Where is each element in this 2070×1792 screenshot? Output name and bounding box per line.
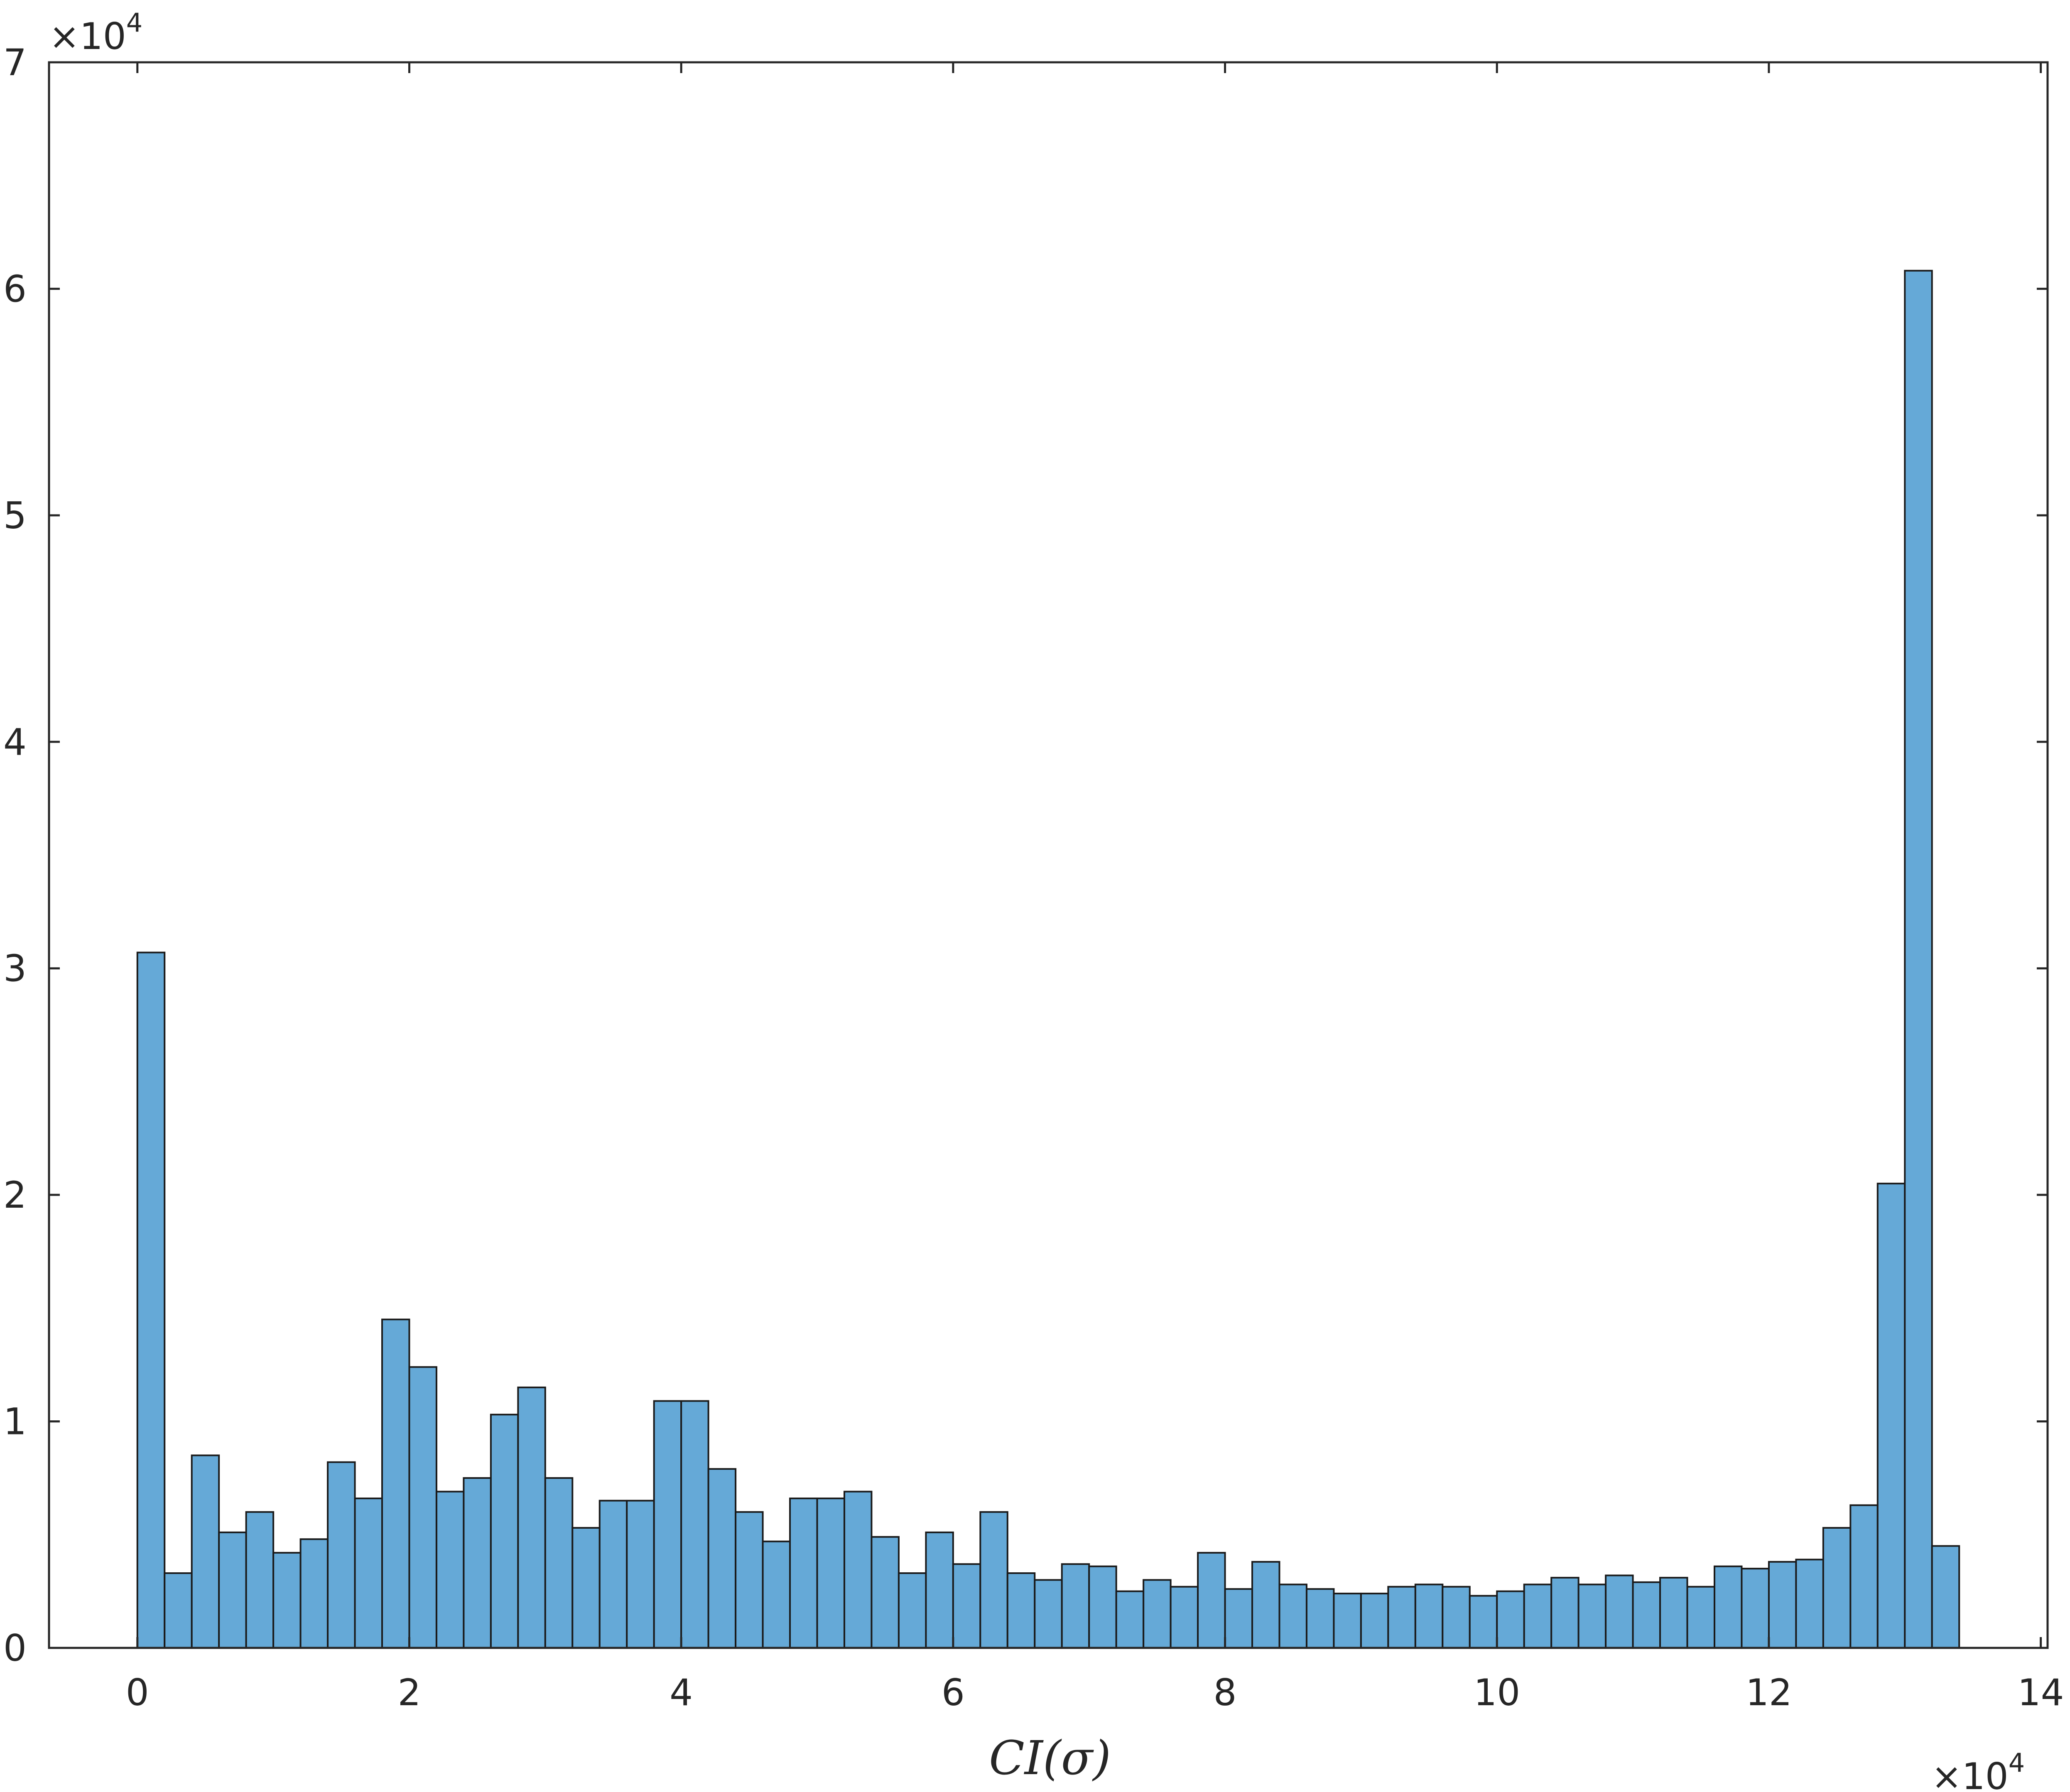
histogram-bar: [871, 1536, 900, 1649]
histogram-bar: [1849, 1504, 1879, 1649]
histogram-bar: [843, 1490, 873, 1649]
x-axis-multiplier: ×104: [1931, 1748, 2025, 1792]
histogram-bar: [517, 1386, 546, 1649]
histogram-bar: [1387, 1586, 1416, 1649]
y-tick-label: 2: [3, 1174, 27, 1216]
histogram-bar: [381, 1319, 410, 1649]
histogram-bar: [1904, 270, 1933, 1649]
histogram-bar: [299, 1538, 329, 1649]
plot-area-frame: [48, 61, 2049, 1649]
histogram-bar: [1442, 1586, 1471, 1649]
x-tick-label: 6: [942, 1671, 965, 1714]
x-tick-label: 4: [670, 1671, 693, 1714]
histogram-bar: [653, 1400, 682, 1649]
histogram-bar: [327, 1461, 356, 1649]
histogram-bar: [626, 1500, 655, 1649]
histogram-bar: [1061, 1563, 1090, 1649]
histogram-bar: [136, 951, 166, 1649]
histogram-bar: [816, 1498, 845, 1649]
histogram-bar: [1876, 1182, 1906, 1649]
histogram-bar: [1115, 1590, 1145, 1649]
histogram-bar: [979, 1511, 1008, 1649]
histogram-bar: [1550, 1576, 1579, 1649]
histogram-bar: [762, 1540, 791, 1649]
histogram-bar: [1360, 1593, 1389, 1649]
histogram-bar: [435, 1490, 465, 1649]
histogram-bar: [354, 1498, 383, 1649]
histogram-bar: [1577, 1584, 1607, 1649]
x-axis-label: CI(σ): [989, 1731, 1111, 1785]
histogram-bar: [598, 1500, 628, 1649]
histogram-bar: [544, 1477, 574, 1649]
histogram-bar: [164, 1572, 193, 1649]
histogram-bar: [1197, 1552, 1226, 1649]
histogram-bar: [925, 1531, 954, 1649]
histogram-bar: [408, 1366, 437, 1649]
y-axis-multiplier: ×104: [49, 7, 142, 58]
y-tick-label: 0: [3, 1627, 27, 1669]
histogram-bar: [1714, 1565, 1743, 1649]
histogram-bar: [1224, 1588, 1253, 1649]
y-tick-label: 6: [3, 267, 27, 310]
histogram-bar: [571, 1527, 601, 1649]
histogram-bar: [1659, 1576, 1688, 1649]
histogram-bar: [191, 1454, 220, 1649]
histogram-bar: [1469, 1595, 1498, 1649]
histogram-bar: [952, 1563, 981, 1649]
histogram-bar: [218, 1531, 247, 1649]
histogram-bar: [245, 1511, 275, 1649]
axis-ticks: [49, 61, 2048, 1649]
y-tick-label: 4: [3, 721, 27, 763]
histogram-bar: [680, 1400, 709, 1649]
histogram-bar: [1333, 1593, 1362, 1649]
histogram-bar: [1143, 1579, 1172, 1649]
histogram-bar: [1741, 1568, 1770, 1649]
histogram-bar: [1170, 1586, 1199, 1649]
x-tick-label: 14: [2018, 1671, 2064, 1714]
y-tick-label: 7: [3, 41, 27, 84]
y-tick-label: 5: [3, 494, 27, 537]
histogram-bar: [1768, 1561, 1797, 1649]
histogram-bar: [1034, 1579, 1063, 1649]
histogram-bar: [898, 1572, 927, 1649]
histogram-bar: [1795, 1559, 1824, 1649]
histogram-bar: [1251, 1561, 1280, 1649]
histogram-bar: [1931, 1545, 1960, 1649]
y-tick-label: 1: [3, 1400, 27, 1443]
histogram-bar: [1605, 1574, 1634, 1649]
histogram-bar: [789, 1498, 818, 1649]
histogram-bar: [707, 1468, 737, 1649]
histogram-bar: [1278, 1584, 1307, 1649]
histogram-bar: [1523, 1584, 1552, 1649]
histogram-bar: [1414, 1584, 1444, 1649]
histogram-bar: [1496, 1590, 1525, 1649]
histogram-bar: [735, 1511, 764, 1649]
histogram-bar: [1822, 1527, 1852, 1649]
histogram-bar: [1632, 1581, 1661, 1649]
x-tick-labels: 0 2 4 6 8 10 12 14: [126, 1671, 2064, 1714]
x-tick-label: 2: [397, 1671, 421, 1714]
x-tick-label: 10: [1474, 1671, 1520, 1714]
histogram-bar: [1006, 1572, 1036, 1649]
x-tick-label: 12: [1746, 1671, 1792, 1714]
y-tick-labels: 0 1 2 3 4 5 6 7: [3, 41, 27, 1669]
y-tick-label: 3: [3, 947, 27, 990]
x-tick-label: 8: [1214, 1671, 1237, 1714]
histogram-bar: [1088, 1565, 1117, 1649]
histogram-bar: [490, 1414, 519, 1649]
histogram-bar: [463, 1477, 492, 1649]
histogram-bars: [136, 270, 1960, 1649]
histogram-bar: [1305, 1588, 1335, 1649]
histogram-bar: [272, 1552, 302, 1649]
x-tick-label: 0: [126, 1671, 149, 1714]
histogram-bar: [1686, 1586, 1715, 1649]
